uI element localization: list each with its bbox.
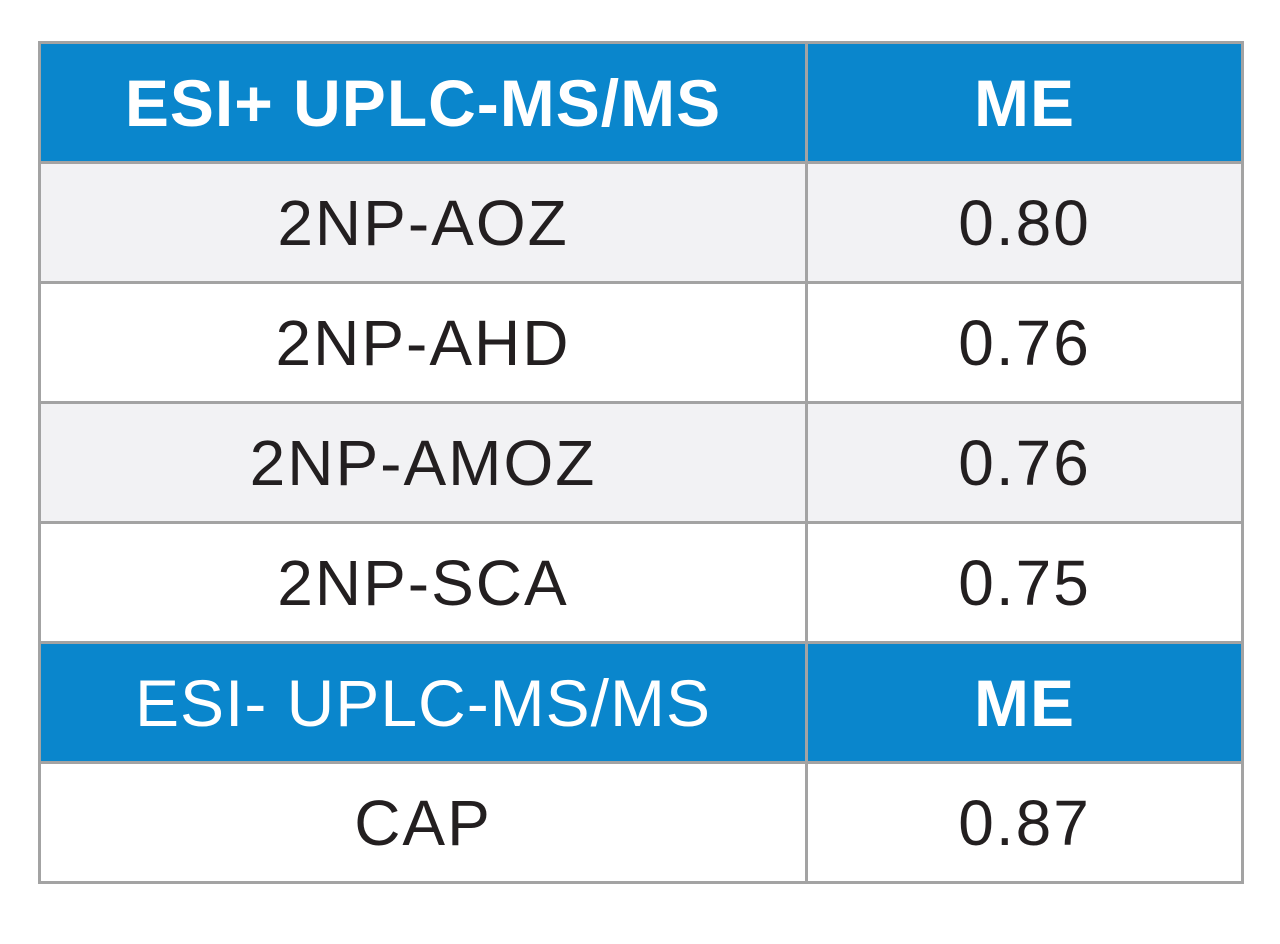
method-header-cell: ESI- UPLC-MS/MS [38,642,808,763]
me-value-cell: 0.75 [805,521,1244,644]
table-row: 2NP-SCA 0.75 [38,521,1244,644]
table-row: 2NP-AHD 0.76 [38,281,1244,404]
section-header-esi-negative: ESI- UPLC-MS/MS ME [38,642,1244,763]
me-value-cell: 0.80 [805,161,1244,284]
table-row: CAP 0.87 [38,761,1244,884]
method-header-cell: ESI+ UPLC-MS/MS [38,41,808,163]
table-row: 2NP-AMOZ 0.76 [38,401,1244,524]
me-value-cell: 0.76 [805,281,1244,404]
me-value-cell: 0.76 [805,401,1244,524]
compound-cell: CAP [38,761,808,884]
matrix-effect-table: ESI+ UPLC-MS/MS ME 2NP-AOZ 0.80 2NP-AHD … [38,41,1244,884]
compound-cell: 2NP-AMOZ [38,401,808,524]
compound-cell: 2NP-AOZ [38,161,808,284]
table-row: 2NP-AOZ 0.80 [38,161,1244,284]
compound-cell: 2NP-AHD [38,281,808,404]
me-header-cell: ME [805,642,1244,763]
compound-cell: 2NP-SCA [38,521,808,644]
section-header-esi-positive: ESI+ UPLC-MS/MS ME [38,41,1244,163]
me-value-cell: 0.87 [805,761,1244,884]
me-header-cell: ME [805,41,1244,163]
